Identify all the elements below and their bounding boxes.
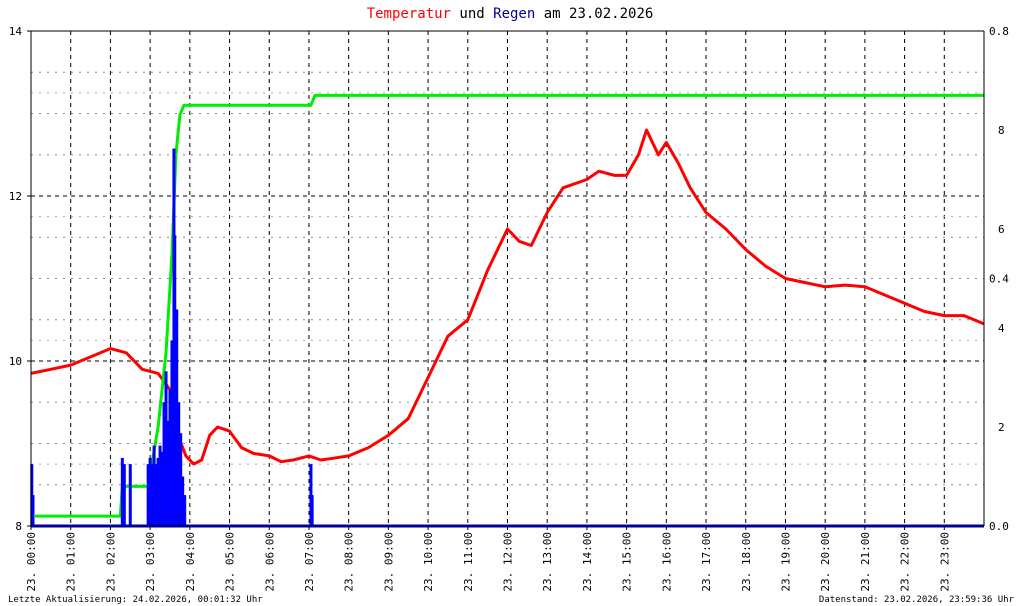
x-tick-label: 23. 22:00 bbox=[899, 532, 912, 592]
rain-bar bbox=[152, 445, 156, 526]
chart-title: Temperatur und Regen am 23.02.2026 bbox=[367, 6, 654, 22]
rain-bar bbox=[179, 433, 183, 526]
y-left-tick-label: 10 bbox=[9, 355, 22, 368]
rain-bar bbox=[160, 451, 164, 526]
title-rain: Regen bbox=[493, 6, 535, 22]
x-tick-label: 23. 12:00 bbox=[502, 532, 515, 592]
y-right-rain-tick-label: 0.0 bbox=[989, 520, 1009, 533]
x-tick-label: 23. 09:00 bbox=[382, 532, 395, 592]
x-tick-label: 23. 20:00 bbox=[819, 532, 832, 592]
x-tick-label: 23. 11:00 bbox=[462, 532, 475, 592]
x-tick-label: 23. 07:00 bbox=[303, 532, 316, 592]
rain-bar bbox=[177, 402, 181, 526]
x-tick-label: 23. 04:00 bbox=[184, 532, 197, 592]
title-temperature: Temperatur bbox=[367, 6, 451, 22]
y-left-tick-label: 12 bbox=[9, 190, 22, 203]
temperature-line bbox=[30, 128, 985, 466]
x-tick-label: 23. 05:00 bbox=[224, 532, 237, 592]
grid bbox=[31, 31, 984, 526]
x-tick-label: 23. 01:00 bbox=[65, 532, 78, 592]
y-right-rain-tick-label: 0.8 bbox=[989, 25, 1009, 38]
rain-bar bbox=[173, 235, 177, 526]
rain-bar bbox=[120, 457, 124, 526]
x-tick-label: 23. 10:00 bbox=[422, 532, 435, 592]
rain-bar bbox=[162, 402, 166, 526]
rain-bar bbox=[310, 495, 314, 526]
rain-bar bbox=[31, 495, 35, 526]
rain-bar bbox=[122, 464, 126, 526]
rain-bar bbox=[156, 457, 160, 526]
title-and: und bbox=[451, 6, 493, 22]
rain-bar bbox=[164, 371, 168, 526]
rain-bar bbox=[181, 476, 185, 526]
y-right-total-tick-label: 8 bbox=[998, 124, 1005, 137]
rain-bar bbox=[166, 420, 170, 526]
x-tick-label: 23. 16:00 bbox=[660, 532, 673, 592]
title-date: am 23.02.2026 bbox=[535, 6, 653, 22]
x-tick-label: 23. 02:00 bbox=[104, 532, 117, 592]
rain-bar bbox=[128, 464, 132, 526]
x-tick-label: 23. 14:00 bbox=[581, 532, 594, 592]
x-tick-label: 23. 23:00 bbox=[938, 532, 951, 592]
y-left-tick-label: 8 bbox=[15, 520, 22, 533]
rain-bar bbox=[170, 340, 174, 526]
y-right-total-tick-label: 6 bbox=[998, 223, 1005, 236]
x-tick-label: 23. 08:00 bbox=[343, 532, 356, 592]
x-tick-label: 23. 06:00 bbox=[263, 532, 276, 592]
x-tick-label: 23. 15:00 bbox=[621, 532, 634, 592]
rain-bar bbox=[146, 464, 150, 526]
rain-bar bbox=[168, 389, 172, 526]
y-left-tick-label: 14 bbox=[9, 25, 23, 38]
rain-bar bbox=[148, 457, 152, 526]
x-tick-label: 23. 17:00 bbox=[700, 532, 713, 592]
y-right-rain-tick-label: 0.4 bbox=[989, 273, 1009, 286]
rain-bar bbox=[154, 464, 158, 526]
x-tick-label: 23. 21:00 bbox=[859, 532, 872, 592]
y-right-total-tick-label: 2 bbox=[998, 421, 1005, 434]
rain-bar bbox=[150, 464, 154, 526]
rain-bar bbox=[183, 495, 187, 526]
rain-bar bbox=[175, 309, 179, 526]
x-tick-label: 23. 19:00 bbox=[779, 532, 792, 592]
x-tick-label: 23. 00:00 bbox=[25, 532, 38, 592]
rain-bar bbox=[158, 445, 162, 526]
footer-data-state: Datenstand: 23.02.2026, 23:59:36 Uhr bbox=[819, 595, 1015, 605]
x-tick-label: 23. 13:00 bbox=[541, 532, 554, 592]
footer-last-update: Letzte Aktualisierung: 24.02.2026, 00:01… bbox=[8, 595, 263, 605]
x-tick-label: 23. 03:00 bbox=[144, 532, 157, 592]
y-right-total-tick-label: 4 bbox=[998, 322, 1005, 335]
x-tick-label: 23. 18:00 bbox=[740, 532, 753, 592]
